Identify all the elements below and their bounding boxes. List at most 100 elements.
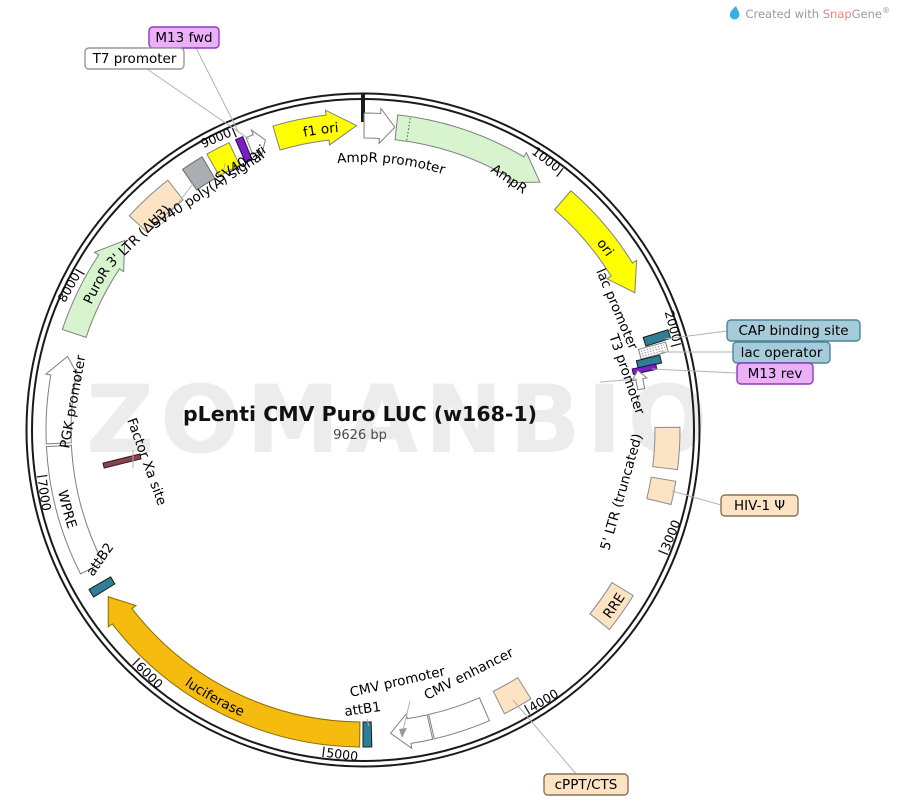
feature-factor-xa-site [102, 453, 142, 469]
feature-shape-ltr3 [128, 179, 184, 234]
tick-mark [36, 474, 48, 478]
feature-ltr3 [128, 179, 184, 234]
feature-shape-cppt-cts [492, 676, 532, 715]
feature-shape-wpre [45, 444, 104, 575]
feature-hiv-psi [646, 476, 677, 506]
feature-shape-f1-ori [272, 109, 358, 151]
feature-shape-ampr [394, 114, 541, 184]
t7-promoter-label-text: T7 promoter [92, 51, 177, 67]
feature-luciferase [107, 596, 361, 748]
f1-ori-label: f1 ori [302, 120, 340, 141]
tick-7000: 7000 [35, 474, 54, 512]
cmv-promoter-pointer-icon [399, 728, 407, 738]
feature-cmv-enhancer [428, 697, 491, 740]
attb1-label: attB1 [343, 699, 382, 720]
leader-line-9 [599, 378, 638, 383]
tick-label: 4000 [526, 686, 561, 715]
tick-mark [231, 127, 237, 138]
tick-mark [322, 746, 325, 758]
feature-shape-luciferase [107, 596, 361, 748]
leader-line-0 [195, 47, 240, 134]
tick-4000: 4000 [523, 686, 561, 715]
m13rev-label: M13 rev [736, 362, 814, 385]
credit-text: Created with SnapGene® [745, 6, 890, 21]
marker-t3-promoter-arrow [631, 369, 648, 391]
cppt-label-text: cPPT/CTS [555, 777, 618, 793]
feature-ori [553, 190, 638, 294]
feature-rre [589, 581, 634, 631]
feature-f1-ori [272, 109, 358, 151]
tick-mark [670, 342, 682, 347]
tick-mark [658, 549, 669, 556]
feature-shape-ltr5 [652, 426, 681, 471]
feature-puror [61, 239, 126, 338]
watermark: ZOMANBIO [86, 366, 714, 475]
leader-line-8 [512, 699, 578, 776]
cppt-label: cPPT/CTS [543, 773, 629, 796]
feature-shape-ori [553, 190, 638, 294]
leader-line-2 [221, 162, 226, 181]
feature-wpre [45, 444, 104, 575]
leader-line-10 [366, 718, 370, 727]
hiv-psi-label-box [720, 494, 799, 517]
m13rev-label-text: M13 rev [748, 366, 803, 382]
marker-cap-binding-site [642, 329, 672, 347]
leader-line-1 [146, 68, 250, 140]
tick-label: 3000 [658, 518, 684, 553]
cap-label: CAP binding site [726, 319, 861, 342]
feature-shape-attb2 [88, 576, 116, 598]
feature-shape-hiv-psi [646, 476, 677, 506]
tick-label: 5000 [326, 745, 359, 764]
feature-m13-fwd [234, 136, 253, 164]
tick-3000: 3000 [658, 518, 684, 556]
feature-sv40-ori [206, 142, 241, 177]
feature-divider [406, 117, 411, 141]
leader-line-7 [671, 490, 722, 506]
feature-shape-pgk-promoter [44, 355, 82, 445]
feature-shape-t7-promoter [245, 128, 266, 158]
lacop-label-text: lac operator [741, 345, 823, 361]
feature-shape-cmv-promoter [389, 712, 434, 750]
cap-label-text: CAP binding site [738, 323, 848, 339]
tick-label: 7000 [35, 478, 54, 512]
hatch-line [640, 344, 665, 352]
feature-attb2 [88, 576, 116, 598]
tick-5000: 5000 [322, 745, 359, 764]
feature-shape-m13-fwd [234, 136, 253, 164]
feature-sv40-polya [181, 156, 216, 191]
feature-pgk-promoter [44, 355, 82, 445]
plasmid-length: 9626 bp [333, 427, 387, 443]
hatch-line [641, 346, 666, 355]
feature-attb1 [362, 721, 373, 748]
t3-promoter-arrow-shape [631, 369, 648, 391]
feature-shape-cmv-enhancer [428, 697, 491, 740]
m13-fwd-label: M13 fwd [148, 26, 220, 49]
feature-shape-ampr-promoter [363, 107, 396, 145]
plasmid-title: pLenti CMV Puro LUC (w168-1) [183, 402, 537, 426]
tick-mark [75, 268, 85, 275]
cap-label-box [726, 319, 861, 342]
t7-promoter-label-box [84, 47, 185, 70]
feature-shape-puror [61, 239, 126, 338]
leader-line-12 [402, 700, 411, 731]
feature-ltr5 [652, 426, 681, 471]
snapgene-credit: Created with SnapGene® [729, 6, 890, 21]
snapgene-logo-icon [730, 6, 740, 20]
leader-line-3 [161, 175, 200, 225]
ampr-promoter-label: AmpR promoter [336, 150, 447, 178]
feature-shape-attb1 [362, 721, 373, 748]
title-block: pLenti CMV Puro LUC (w168-1) 9626 bp [160, 403, 560, 443]
leader-line-6 [651, 368, 738, 374]
ltr5-label: 5' LTR (truncated) [597, 432, 646, 552]
leader-line-4 [664, 330, 728, 340]
cap-binding-site-shape [642, 329, 672, 347]
t7-promoter-label: T7 promoter [84, 47, 185, 70]
tick-mark [523, 704, 531, 715]
m13-fwd-label-box [148, 26, 220, 49]
feature-ampr-promoter [363, 107, 396, 145]
hiv-psi-label: HIV-1 Ψ [720, 494, 799, 517]
feature-shape-sv40-polya [181, 156, 216, 191]
feature-cmv-promoter [389, 712, 434, 750]
hiv-psi-label-text: HIV-1 Ψ [734, 498, 785, 514]
